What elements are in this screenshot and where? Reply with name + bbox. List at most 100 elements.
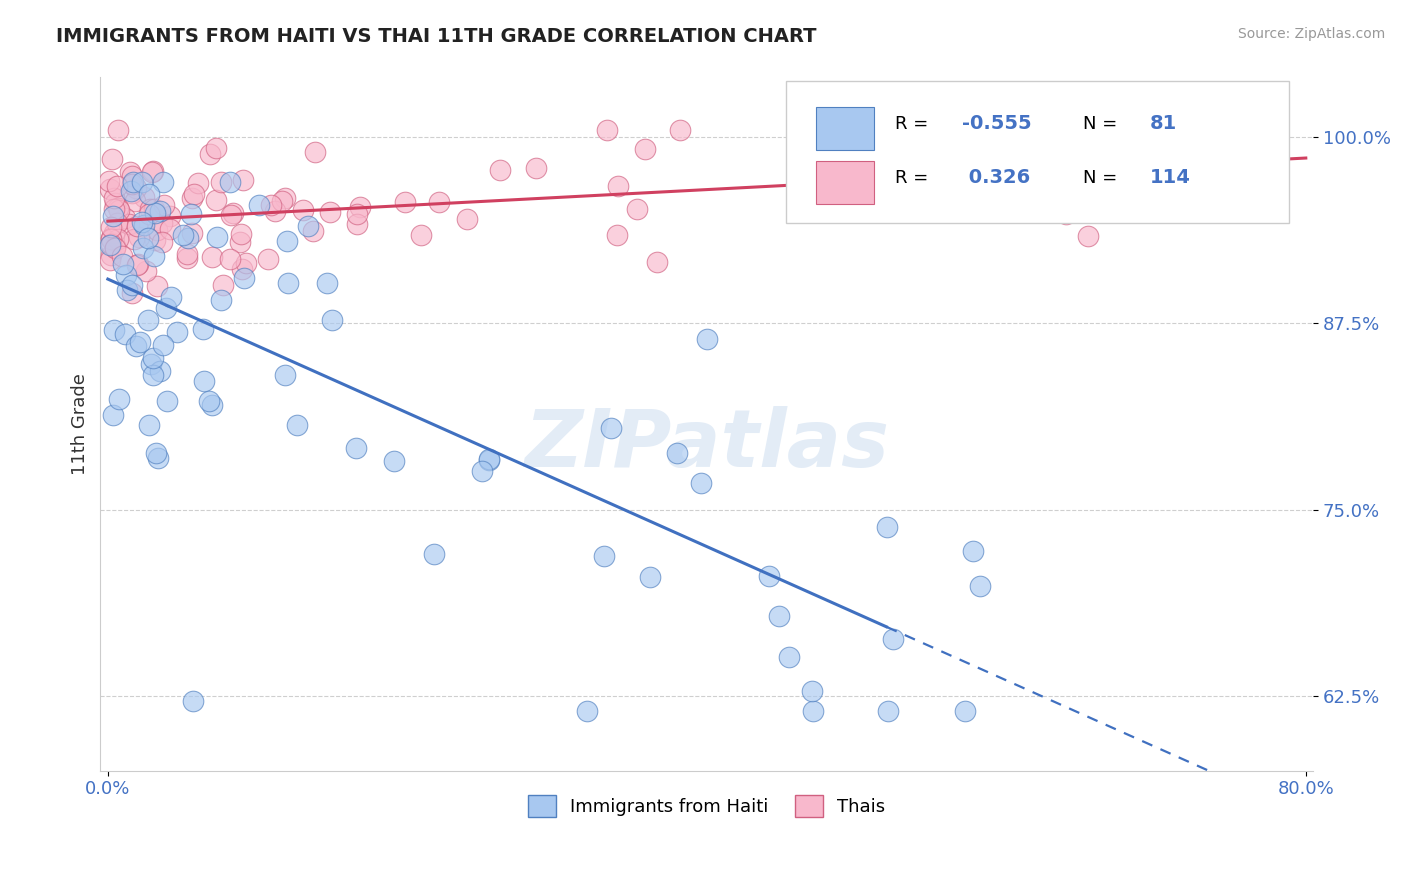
Point [349, 200, 371, 214]
Point [231, 262, 253, 277]
Point [118, 217, 141, 231]
Point [103, 202, 125, 216]
Point [382, 454, 405, 468]
Text: 114: 114 [1150, 169, 1191, 187]
Point [801, 704, 824, 718]
Point [160, 290, 183, 304]
Point [121, 278, 143, 293]
Point [1032, 153, 1054, 168]
Point [100, 248, 122, 262]
Point [768, 609, 790, 624]
Point [394, 194, 416, 209]
Point [180, 227, 202, 241]
Point [152, 216, 174, 230]
Point [297, 219, 319, 233]
Point [134, 190, 156, 204]
Point [100, 219, 122, 234]
Point [114, 211, 136, 225]
Point [1077, 228, 1099, 243]
Point [121, 177, 143, 191]
Point [204, 193, 226, 207]
Point [131, 175, 153, 189]
Point [149, 204, 172, 219]
Point [159, 222, 181, 236]
Point [409, 228, 432, 243]
Point [953, 704, 976, 718]
Point [100, 230, 122, 244]
Point [524, 161, 547, 175]
Text: 0.326: 0.326 [962, 169, 1029, 187]
Point [257, 252, 280, 266]
Point [263, 203, 285, 218]
Point [191, 321, 214, 335]
Point [665, 445, 688, 459]
Point [849, 171, 872, 186]
Point [800, 684, 823, 698]
Point [970, 161, 993, 176]
Point [180, 207, 202, 221]
Point [117, 283, 139, 297]
Point [285, 417, 308, 432]
Point [143, 233, 166, 247]
Point [166, 325, 188, 339]
Point [120, 165, 142, 179]
Point [127, 258, 149, 272]
Point [138, 417, 160, 432]
Point [696, 333, 718, 347]
Point [153, 198, 176, 212]
Point [131, 215, 153, 229]
Point [142, 368, 165, 383]
Point [180, 191, 202, 205]
Point [321, 312, 343, 326]
Point [121, 286, 143, 301]
Point [270, 194, 292, 209]
Point [132, 241, 155, 255]
Point [478, 453, 501, 467]
Point [319, 205, 342, 219]
Point [209, 175, 232, 189]
Point [143, 206, 166, 220]
Point [427, 194, 450, 209]
Point [104, 196, 127, 211]
Point [260, 198, 283, 212]
Point [152, 337, 174, 351]
Point [233, 270, 256, 285]
Point [758, 569, 780, 583]
Point [98, 182, 121, 196]
Point [422, 547, 444, 561]
Point [207, 230, 229, 244]
FancyBboxPatch shape [786, 81, 1289, 223]
Point [176, 246, 198, 260]
Point [866, 148, 889, 162]
Point [103, 240, 125, 254]
Point [277, 276, 299, 290]
Point [928, 169, 950, 183]
Point [218, 175, 240, 189]
Point [910, 122, 932, 136]
Point [478, 451, 501, 466]
Point [274, 192, 297, 206]
Point [315, 276, 337, 290]
Point [647, 254, 669, 268]
Point [107, 201, 129, 215]
Point [142, 249, 165, 263]
Bar [815, 107, 875, 150]
Point [136, 312, 159, 326]
Point [114, 268, 136, 282]
Text: 81: 81 [1150, 114, 1177, 134]
Point [198, 394, 221, 409]
Point [201, 398, 224, 412]
Point [302, 224, 325, 238]
Point [928, 163, 950, 178]
Point [576, 704, 599, 718]
Point [970, 196, 993, 211]
Point [150, 235, 173, 249]
Point [100, 232, 122, 246]
Point [626, 202, 648, 216]
Point [172, 228, 194, 243]
Point [111, 249, 134, 263]
Point [181, 693, 204, 707]
Point [209, 293, 232, 307]
Point [98, 173, 121, 187]
Point [107, 122, 129, 136]
